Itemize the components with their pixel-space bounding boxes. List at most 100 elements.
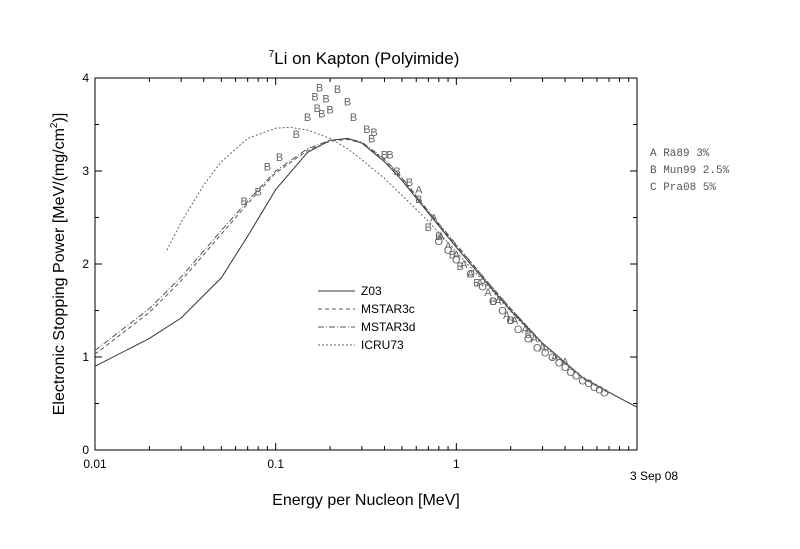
y-tick-label: 3 — [82, 164, 89, 178]
data-point-c: O — [548, 352, 557, 364]
data-point-b: B — [241, 196, 248, 208]
data-point-c: O — [584, 378, 593, 390]
data-point-a: A — [467, 268, 475, 280]
chart-title: 7Li on Kapton (Polyimide) — [269, 49, 460, 68]
data-point-c: O — [572, 371, 581, 383]
data-point-b: B — [490, 296, 497, 308]
data-point-a: A — [561, 357, 569, 369]
data-point-b: B — [507, 315, 514, 327]
data-point-b: B — [334, 84, 341, 96]
data-point-b: B — [525, 329, 532, 341]
data-point-a: A — [539, 343, 547, 355]
y-tick-label: 2 — [82, 257, 89, 271]
data-point-a: A — [551, 352, 559, 364]
series-line-mstar3d — [94, 137, 638, 408]
series-line-icru73 — [166, 126, 610, 394]
data-point-b: B — [415, 194, 422, 206]
data-point-b: B — [386, 149, 393, 161]
data-point-c: O — [595, 385, 604, 397]
data-point-a: A — [415, 185, 423, 197]
data-point-a: A — [437, 231, 445, 243]
data-point-b: B — [293, 129, 300, 141]
data-point-a: A — [503, 310, 511, 322]
title-text: Li on Kapton (Polyimide) — [274, 49, 459, 68]
legend-label-z03: Z03 — [361, 284, 382, 298]
y-tick-label: 4 — [82, 71, 89, 85]
data-point-a: A — [444, 240, 452, 252]
data-point-a: A — [430, 213, 438, 225]
data-point-a: A — [484, 287, 492, 299]
y-label-end: )] — [51, 113, 68, 123]
data-point-c: O — [435, 236, 444, 248]
y-axis-label: Electronic Stopping Power [MeV/(mg/cm2)] — [49, 113, 68, 416]
data-point-c: O — [524, 333, 533, 345]
data-point-b: B — [370, 127, 377, 139]
x-tick-label: 0.01 — [83, 457, 107, 471]
data-point-b: B — [350, 112, 357, 124]
data-point-c: O — [578, 375, 587, 387]
data-point-c: O — [590, 382, 599, 394]
data-point-c: O — [444, 245, 453, 257]
data-point-c: O — [514, 324, 523, 336]
data-point-c: O — [567, 367, 576, 379]
data-point-b: B — [311, 92, 318, 104]
series-line-z03 — [94, 137, 638, 408]
data-point-b: B — [435, 231, 442, 243]
data-point-c: O — [561, 362, 570, 374]
reference-c: C Pra08 5% — [650, 182, 716, 194]
y-label-main: Electronic Stopping Power [MeV/(mg/cm — [51, 128, 68, 415]
data-point-b: B — [473, 278, 480, 290]
data-point-b: B — [425, 222, 432, 234]
data-point-b: B — [449, 250, 456, 262]
data-point-b: B — [363, 124, 370, 136]
data-point-c: O — [452, 254, 461, 266]
data-point-b: B — [318, 108, 325, 120]
x-tick-label: 1 — [453, 457, 460, 471]
data-point-a: A — [521, 324, 529, 336]
title-superscript: 7 — [269, 49, 275, 60]
y-tick-label: 0 — [82, 443, 89, 457]
legend: Z03 MSTAR3c MSTAR3d ICRU73 — [318, 284, 415, 352]
y-label-superscript: 2 — [49, 122, 60, 128]
axis-ticks: 0.01 0.1 1 0 1 2 3 4 — [82, 71, 637, 471]
reference-b: B Mun99 2.5% — [650, 165, 730, 177]
data-point-b: B — [326, 105, 333, 117]
data-point-a: A — [531, 333, 539, 345]
data-point-c: O — [506, 315, 515, 327]
data-point-b: B — [276, 152, 283, 164]
data-point-a: A — [511, 315, 519, 327]
data-point-b: B — [314, 103, 321, 115]
series-line-mstar3c — [94, 138, 638, 408]
data-point-a: A — [460, 259, 468, 271]
legend-label-mstar3d: MSTAR3d — [361, 320, 415, 334]
data-point-b: B — [304, 112, 311, 124]
data-point-b: B — [264, 161, 271, 173]
data-point-c: O — [466, 268, 475, 280]
data-point-a: A — [494, 296, 502, 308]
date-label: 3 Sep 08 — [630, 469, 678, 483]
data-point-c: O — [478, 281, 487, 293]
data-point-b: B — [381, 149, 388, 161]
data-point-b: B — [393, 166, 400, 178]
data-point-c: O — [489, 296, 498, 308]
data-point-c: O — [600, 387, 609, 399]
reference-list: A Rä89 3% B Mun99 2.5% C Pra08 5% — [650, 148, 730, 194]
data-point-a: A — [476, 278, 484, 290]
series-lines — [94, 126, 638, 408]
reference-a: A Rä89 3% — [650, 148, 710, 160]
data-point-b: B — [316, 82, 323, 94]
data-point-b: B — [322, 94, 329, 106]
data-point-b: B — [368, 133, 375, 145]
data-point-c: O — [533, 343, 542, 355]
data-point-c: O — [498, 306, 507, 318]
y-tick-label: 1 — [82, 350, 89, 364]
data-point-b: B — [457, 261, 464, 273]
data-point-a: A — [453, 250, 461, 262]
data-point-c: O — [555, 358, 564, 370]
legend-label-mstar3c: MSTAR3c — [361, 302, 415, 316]
data-point-b: B — [344, 96, 351, 108]
legend-label-icru73: ICRU73 — [361, 338, 404, 352]
x-tick-label: 0.1 — [267, 457, 284, 471]
